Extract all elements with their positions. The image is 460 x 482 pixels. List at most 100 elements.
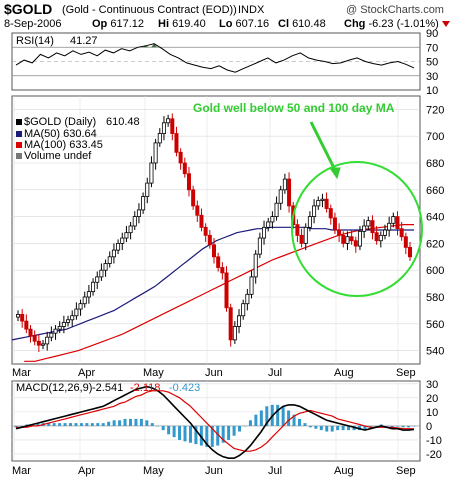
- macd-month-label: Jul: [268, 465, 282, 477]
- candle-body: [120, 237, 125, 244]
- change-down-arrow-icon: [442, 21, 450, 27]
- candle-body: [303, 226, 308, 244]
- price-month-label: Apr: [78, 367, 95, 379]
- price-tick-label: 580: [426, 292, 444, 304]
- candle-body: [224, 272, 229, 309]
- signal-value: -2.118: [130, 382, 160, 394]
- candle-body: [312, 205, 317, 218]
- candle-body: [287, 178, 292, 207]
- price-series-label: $GOLD (Daily): [24, 116, 96, 128]
- macd-month-label: Sep: [396, 465, 416, 477]
- price-tick-label: 640: [426, 212, 444, 224]
- macd-histogram-bar: [401, 425, 405, 428]
- candle-body: [282, 178, 287, 191]
- macd-histogram-bar: [319, 425, 323, 431]
- candle-body: [207, 234, 212, 246]
- candle-body: [245, 293, 250, 305]
- macd-histogram-bar: [107, 421, 111, 426]
- candle-body: [36, 340, 41, 346]
- rsi-label: RSI(14): [16, 35, 54, 47]
- candle-body: [186, 173, 191, 191]
- candle-body: [328, 208, 333, 219]
- candle-body: [57, 326, 62, 330]
- histogram-value: -0.423: [169, 382, 200, 394]
- macd-histogram-bar: [183, 425, 187, 442]
- ma50-line: [11, 226, 414, 341]
- symbol-description: (Gold - Continuous Contract (EOD)): [62, 4, 237, 16]
- candle-body: [378, 234, 383, 242]
- candle-body: [262, 226, 267, 239]
- candle-body: [170, 118, 175, 134]
- macd-histogram-bar: [69, 423, 73, 426]
- macd-histogram-bar: [287, 410, 291, 426]
- candle-body: [74, 308, 79, 317]
- legend-label: MA(50) 630.64: [24, 128, 97, 140]
- macd-histogram-bar: [363, 425, 367, 431]
- rsi-overbought-fill: [143, 43, 158, 48]
- macd-histogram-bar: [161, 425, 165, 431]
- candle-body: [382, 229, 387, 236]
- macd-histogram-bar: [63, 423, 67, 426]
- candle-body: [253, 253, 258, 278]
- candle-body: [174, 133, 179, 153]
- candle-body: [270, 216, 275, 223]
- macd-histogram-bar: [118, 420, 122, 426]
- candle-body: [228, 307, 233, 341]
- macd-histogram-bar: [85, 423, 89, 426]
- price-tick-label: 540: [426, 346, 444, 358]
- rsi-tick-label: 70: [426, 42, 438, 54]
- macd-histogram-bar: [199, 425, 203, 446]
- macd-histogram-bar: [227, 425, 231, 440]
- rsi-line: [15, 43, 415, 73]
- candle-body: [399, 228, 404, 238]
- macd-histogram-bar: [412, 425, 416, 427]
- candle-body: [132, 216, 137, 227]
- macd-label: MACD(12,26,9): [16, 382, 92, 394]
- rsi-value: 41.27: [70, 35, 98, 47]
- macd-histogram-bar: [14, 425, 18, 428]
- candle-body: [387, 222, 392, 231]
- macd-histogram-bar: [139, 418, 143, 426]
- candle-body: [241, 303, 246, 317]
- candle-body: [128, 225, 133, 234]
- candle-body: [357, 230, 362, 247]
- macd-histogram-bar: [74, 423, 78, 426]
- macd-histogram-bar: [390, 425, 394, 428]
- price-month-label: May: [143, 367, 164, 379]
- quote-date: 8-Sep-2006: [4, 18, 62, 30]
- candle-body: [86, 291, 91, 298]
- candle-body: [362, 225, 367, 232]
- candle-body: [91, 281, 96, 293]
- candle-body: [61, 322, 66, 327]
- macd-histogram-bar: [281, 406, 285, 426]
- annotation-arrow-shaft: [309, 121, 336, 169]
- candle-body: [220, 267, 225, 274]
- candle-body: [395, 216, 400, 230]
- candle-body: [407, 247, 412, 258]
- macd-histogram-bar: [210, 425, 214, 447]
- price-tick-label: 620: [426, 238, 444, 250]
- candle-body: [95, 276, 100, 283]
- macd-histogram-bar: [347, 425, 351, 431]
- candle-body: [15, 314, 20, 318]
- macd-histogram-bar: [145, 420, 149, 426]
- candle-body: [345, 236, 350, 244]
- macd-histogram-bar: [19, 425, 23, 427]
- candle-body: [332, 217, 337, 231]
- candle-body: [153, 142, 158, 164]
- legend-label: MA(100) 633.45: [24, 139, 103, 151]
- legend-label: Volume undef: [24, 150, 92, 162]
- macd-histogram-bar: [96, 423, 100, 426]
- macd-histogram-bar: [298, 418, 302, 426]
- candle-body: [203, 226, 208, 236]
- macd-histogram-bar: [194, 425, 198, 445]
- close-quote: Cl 610.48: [278, 18, 326, 30]
- candle-body: [149, 162, 154, 184]
- candle-body: [278, 189, 283, 204]
- candle-body: [307, 216, 312, 228]
- macd-value: -2.541: [92, 382, 123, 394]
- price-month-label: Aug: [334, 367, 354, 379]
- macd-histogram-bar: [36, 423, 40, 426]
- macd-histogram-bar: [172, 425, 176, 438]
- legend-swatch: [16, 153, 22, 159]
